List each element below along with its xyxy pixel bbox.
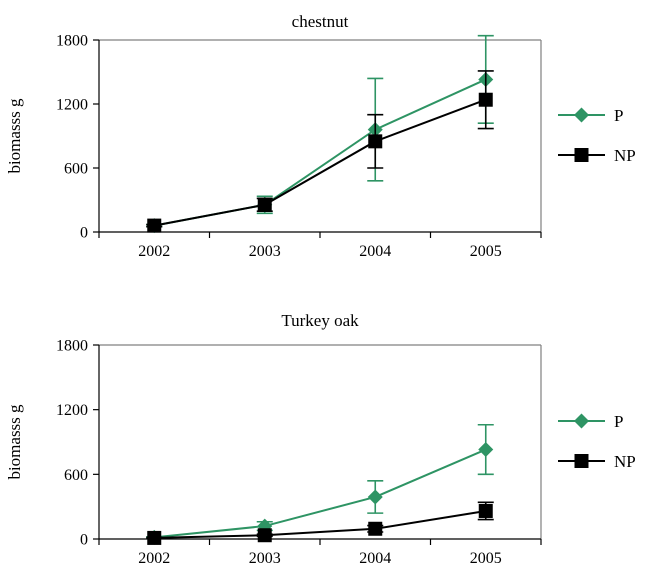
data-point [478,92,493,107]
chart-title: Turkey oak [281,311,359,330]
series-p [146,34,494,234]
legend-label: P [614,106,623,125]
y-tick-label: 1200 [56,402,88,419]
legend-marker [574,413,589,429]
series-line [154,448,487,539]
legend-entry-np: NP [558,452,636,471]
data-point [367,489,383,505]
series-line [154,78,487,227]
data-point [257,197,272,212]
legend-label: P [614,412,623,431]
chart-title: chestnut [292,12,349,31]
legend-marker [574,148,589,162]
y-tick-label: 600 [64,467,88,484]
y-tick-label: 0 [80,532,88,549]
x-tick-label: 2005 [470,550,502,567]
x-tick-label: 2005 [470,243,502,260]
data-point [147,530,162,545]
legend-marker [574,107,589,123]
data-point [368,134,383,149]
legend-marker [574,454,589,468]
data-point [147,218,162,233]
series-np [146,70,494,233]
legend-entry-p: P [558,412,623,431]
chart-1: Turkey oak 0 600 1200 1800 2002 2003 2004 2005 bi… [5,311,636,567]
legend-label: NP [614,452,636,471]
x-tick-label: 2004 [359,243,391,260]
chart-0: chestnut 0 600 1200 1800 2002 2003 2004 2005 biom… [5,12,636,260]
legend-entry-np: NP [558,146,636,165]
y-tick-label: 600 [64,161,88,178]
data-point [257,528,272,543]
y-tick-label: 1200 [56,97,88,114]
data-point [478,503,493,518]
y-tick-label: 0 [80,225,88,242]
data-point [478,442,494,458]
y-axis-label: biomasss g [5,404,24,480]
y-tick-label: 1800 [56,33,88,50]
series-p [146,423,494,545]
x-tick-label: 2003 [249,550,281,567]
data-point [368,521,383,536]
y-axis-label: biomasss g [5,98,24,174]
series-np [146,501,494,545]
series-line [154,98,487,227]
x-tick-label: 2002 [138,243,170,260]
series-line [154,509,486,539]
x-tick-label: 2004 [359,550,391,567]
x-tick-label: 2002 [138,550,170,567]
y-tick-label: 1800 [56,338,88,355]
x-tick-label: 2003 [249,243,281,260]
legend-label: NP [614,146,636,165]
legend-entry-p: P [558,106,623,125]
